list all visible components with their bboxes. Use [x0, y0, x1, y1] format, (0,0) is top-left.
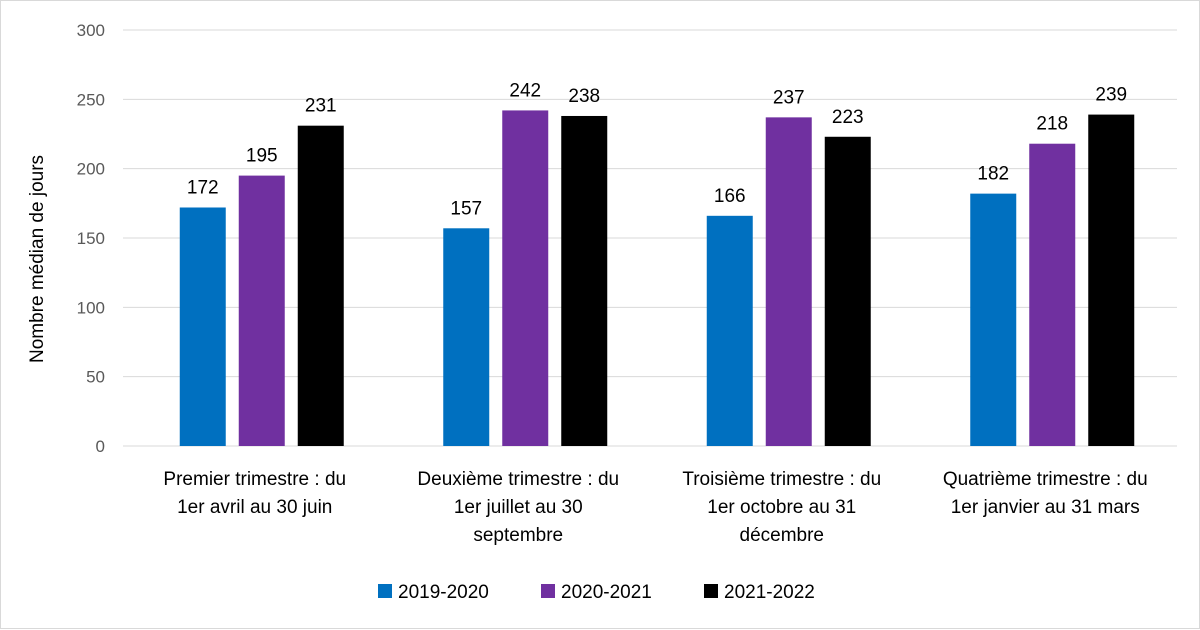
data-label: 218: [1036, 114, 1068, 135]
legend-swatch-2020-2021: [541, 584, 555, 598]
bar-2019-2020-3: [706, 215, 753, 446]
x-category-label: Deuxième trimestre : du: [417, 469, 619, 490]
x-category-label: 1er octobre au 31: [707, 497, 856, 518]
x-category-label: Quatrième trimestre : du: [943, 469, 1148, 490]
bars: [179, 110, 1135, 447]
x-category-label: 1er avril au 30 juin: [177, 497, 332, 518]
bar-2021-2022-3: [824, 136, 871, 447]
bar-2020-2021-2: [502, 110, 549, 446]
data-label: 231: [305, 96, 337, 117]
bar-2021-2022-2: [561, 115, 608, 447]
data-label: 239: [1095, 85, 1127, 106]
x-category-label: 1er janvier au 31 mars: [951, 497, 1140, 518]
y-tick-label: 150: [77, 229, 105, 248]
bar-2020-2021-3: [765, 117, 812, 447]
bar-2019-2020-4: [970, 193, 1017, 446]
data-label: 172: [187, 177, 219, 198]
y-tick-label: 50: [86, 368, 105, 387]
x-category-label: septembre: [473, 525, 563, 546]
data-label: 223: [832, 107, 864, 128]
data-label: 157: [450, 198, 482, 219]
x-category-label: décembre: [740, 525, 825, 546]
data-label: 238: [568, 86, 600, 107]
bar-2020-2021-1: [238, 175, 285, 446]
x-category-label: Troisième trimestre : du: [682, 469, 881, 490]
data-label: 237: [773, 87, 805, 108]
legend-label: 2020-2021: [561, 582, 652, 603]
legend-swatch-2019-2020: [378, 584, 392, 598]
bar-2020-2021-4: [1029, 143, 1076, 446]
legend-label: 2019-2020: [398, 582, 489, 603]
data-labels: 172 195 231 157 242 238 166 237 223 182 218 239: [187, 80, 1127, 219]
y-axis-ticks: 0 50 100 150 200 250 300: [77, 21, 105, 456]
bar-2019-2020-1: [179, 207, 226, 446]
legend-label: 2021-2022: [724, 582, 815, 603]
legend: 2019-2020 2020-2021 2021-2022: [378, 582, 815, 603]
y-tick-label: 200: [77, 160, 105, 179]
x-category-label: 1er juillet au 30: [454, 497, 583, 518]
y-axis-label: Nombre médian de jours: [27, 155, 48, 363]
y-tick-label: 0: [96, 437, 105, 456]
data-label: 166: [714, 186, 746, 207]
data-label: 182: [977, 164, 1009, 185]
data-label: 195: [246, 146, 278, 167]
data-label: 242: [509, 80, 541, 101]
y-tick-label: 250: [77, 90, 105, 109]
x-axis-categories: Premier trimestre : du 1er avril au 30 ju…: [163, 469, 1147, 546]
y-tick-label: 300: [77, 21, 105, 40]
legend-swatch-2021-2022: [704, 584, 718, 598]
bar-2021-2022-1: [297, 125, 344, 447]
bar-2019-2020-2: [443, 228, 490, 446]
x-category-label: Premier trimestre : du: [163, 469, 346, 490]
y-tick-label: 100: [77, 298, 105, 317]
bar-2021-2022-4: [1088, 114, 1135, 446]
